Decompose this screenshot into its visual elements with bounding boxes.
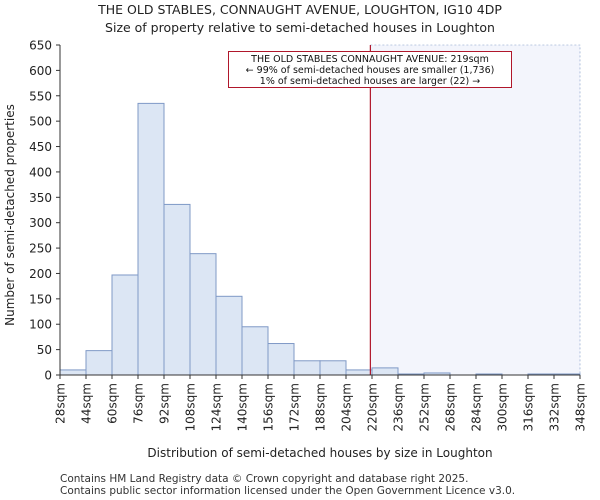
y-tick-label: 250 <box>29 242 52 256</box>
bar-220sqm <box>371 367 399 376</box>
x-tick-label: 28sqm <box>54 383 68 424</box>
bar-92sqm <box>163 203 191 376</box>
y-tick-label: 300 <box>29 216 52 230</box>
bar-204sqm <box>345 369 373 376</box>
y-tick-label: 350 <box>29 191 52 205</box>
chart-title: THE OLD STABLES, CONNAUGHT AVENUE, LOUGH… <box>98 2 502 17</box>
x-tick-label: 76sqm <box>132 383 146 424</box>
x-tick-label: 252sqm <box>418 383 432 431</box>
bar-156sqm <box>267 343 295 376</box>
y-tick-label: 50 <box>37 343 52 357</box>
bar-172sqm <box>293 360 321 376</box>
chart-subtitle: Size of property relative to semi-detach… <box>105 20 495 35</box>
x-tick-label: 44sqm <box>80 383 94 424</box>
x-tick-label: 108sqm <box>184 383 198 431</box>
annotation-box: THE OLD STABLES CONNAUGHT AVENUE: 219sqm… <box>228 51 512 88</box>
annotation-line-1: THE OLD STABLES CONNAUGHT AVENUE: 219sqm <box>251 54 489 65</box>
y-tick-label: 600 <box>29 64 52 78</box>
x-tick-label: 188sqm <box>314 383 328 431</box>
y-tick-label: 500 <box>29 115 52 129</box>
x-tick-label: 60sqm <box>106 383 120 424</box>
x-tick-label: 92sqm <box>158 383 172 424</box>
bar-44sqm <box>85 350 113 376</box>
y-tick-label: 550 <box>29 89 52 103</box>
x-tick-label: 124sqm <box>210 383 224 431</box>
y-tick-label: 200 <box>29 267 52 281</box>
y-tick-label: 450 <box>29 140 52 154</box>
x-axis-label: Distribution of semi-detached houses by … <box>147 446 492 460</box>
y-tick-label: 650 <box>29 39 52 53</box>
x-tick-label: 300sqm <box>496 383 510 431</box>
larger-region-highlight <box>370 44 581 376</box>
x-tick-label: 268sqm <box>444 383 458 431</box>
bars-group <box>59 102 581 376</box>
x-tick-label: 316sqm <box>522 383 536 431</box>
footer-licence: Contains public sector information licen… <box>60 485 516 497</box>
x-tick-label: 284sqm <box>470 383 484 431</box>
bar-108sqm <box>189 253 217 376</box>
y-tick-label: 150 <box>29 292 52 306</box>
annotation-line-3: 1% of semi-detached houses are larger (2… <box>259 76 481 87</box>
x-tick-label: 204sqm <box>340 383 354 431</box>
y-tick-label: 100 <box>29 318 52 332</box>
footer-copyright: Contains HM Land Registry data © Crown c… <box>60 473 469 485</box>
bar-76sqm <box>137 102 165 376</box>
bar-140sqm <box>241 326 269 376</box>
y-ticks-group: 0 50 100 150 200 250 300 350 400 450 500 550 600 650 <box>29 39 60 383</box>
x-tick-label: 332sqm <box>548 383 562 431</box>
x-tick-label: 220sqm <box>366 383 380 431</box>
annotation-line-2: ← 99% of semi-detached houses are smalle… <box>245 65 495 76</box>
bar-124sqm <box>215 295 243 376</box>
x-tick-label: 236sqm <box>392 383 406 431</box>
bar-60sqm <box>111 274 139 376</box>
y-axis-label: Number of semi-detached properties <box>3 104 17 326</box>
x-tick-label: 156sqm <box>262 383 276 431</box>
x-ticks-group: 28sqm 44sqm 60sqm 76sqm 92sqm 108sqm 124sqm 140… <box>54 375 588 431</box>
bar-28sqm <box>59 369 87 376</box>
y-tick-label: 400 <box>29 165 52 179</box>
bar-188sqm <box>319 360 347 376</box>
x-tick-label: 172sqm <box>288 383 302 431</box>
x-tick-label: 348sqm <box>574 383 588 431</box>
x-tick-label: 140sqm <box>236 383 250 431</box>
y-tick-label: 0 <box>44 369 52 383</box>
